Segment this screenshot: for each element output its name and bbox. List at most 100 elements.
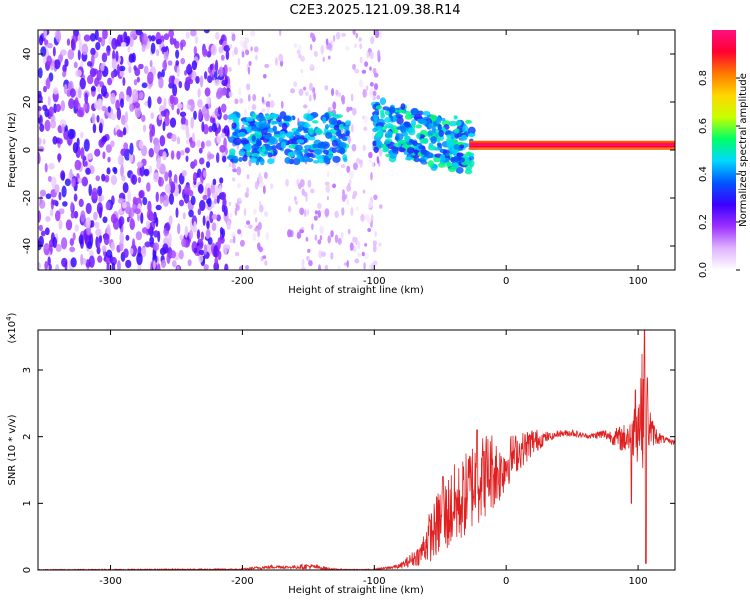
spectrogram-cell — [202, 170, 207, 178]
spectrogram-cell — [168, 75, 174, 86]
spectrogram-cell — [102, 135, 108, 143]
spectrogram-cell — [200, 231, 205, 241]
spectrogram-cell — [233, 46, 238, 56]
spectrogram-cell — [232, 131, 237, 136]
spectrogram-cell — [352, 63, 356, 71]
spectrogram-cell — [267, 158, 275, 165]
spectrogram-cell — [198, 108, 203, 120]
spectrogram-cell — [344, 46, 350, 51]
spectrogram-cell — [199, 199, 206, 212]
spectrogram-cell — [347, 228, 351, 235]
spectrogram-cell — [376, 130, 384, 138]
spectrogram-cell — [280, 141, 287, 149]
spectrogram-cell — [101, 173, 106, 182]
spectrogram-cell — [220, 54, 225, 61]
spectrogram-cell — [363, 115, 369, 124]
colorbar-tick-label: 0.0 — [698, 262, 709, 278]
spectrogram-cell — [77, 49, 81, 61]
signal-band-stripe — [469, 144, 675, 147]
spectrogram-cell — [189, 140, 196, 149]
spectrogram-cell — [86, 153, 93, 160]
spectrogram-cell — [128, 65, 132, 74]
spectrogram-cell — [95, 41, 101, 51]
spectrogram-cell — [369, 51, 374, 60]
spectrogram-cell — [357, 252, 362, 258]
spectrogram-cell — [317, 202, 322, 210]
spectrogram-cell — [115, 50, 119, 62]
spectrogram-cell — [251, 104, 257, 111]
spectrogram-cell — [39, 195, 43, 205]
spectrogram-cell — [220, 103, 227, 113]
spectrogram-cell — [317, 142, 326, 149]
spectrogram-cell — [90, 47, 96, 56]
snr-xlabel: Height of straight line (km) — [288, 585, 424, 596]
spectrogram-cell — [379, 30, 383, 40]
spectrogram-cell — [207, 75, 213, 84]
spectrogram-cell — [292, 131, 300, 136]
spectrogram-cell — [118, 216, 125, 226]
spectrogram-cell — [301, 155, 309, 163]
spectrogram-cell — [159, 163, 166, 175]
spectrogram-cell — [232, 235, 236, 244]
spectrogram-cell — [239, 239, 245, 247]
spectrogram-cell — [111, 37, 118, 50]
spectrogram-cell — [140, 247, 147, 258]
spectrogram-cell — [441, 120, 451, 126]
spectrogram-cell — [91, 113, 96, 124]
spectrogram-cell — [162, 121, 166, 132]
spectrogram-cell — [191, 132, 196, 142]
spectrogram-cell — [346, 165, 351, 173]
spectrogram-cell — [94, 148, 101, 157]
spectrogram-cell — [63, 83, 68, 95]
spectrogram-cell — [312, 120, 319, 124]
spectrogram-cell — [279, 30, 282, 36]
spectrogram-cell — [193, 159, 198, 167]
spectrogram-cell — [372, 96, 376, 101]
spectrogram-cell — [300, 55, 305, 62]
spectrogram-cell — [464, 168, 473, 175]
spectrogram-cell — [167, 60, 173, 66]
spectrogram-cell — [74, 159, 82, 171]
spectrogram-cell — [234, 251, 240, 257]
spectrogram-cell — [139, 165, 145, 177]
spectrogram-cell — [141, 82, 148, 89]
spectrogram-cell — [404, 110, 411, 115]
spectrogram-cell — [216, 214, 221, 222]
spectrogram-cell — [181, 238, 187, 248]
spectrogram-cell — [58, 219, 63, 230]
spectrogram-cell — [215, 152, 220, 164]
spectrogram-cell — [45, 216, 51, 222]
spectrogram-cell — [212, 178, 217, 186]
spectrogram-cell — [202, 48, 208, 57]
spectrogram-cell — [296, 139, 305, 144]
spectrogram-cell — [47, 256, 51, 266]
spectrogram-cell — [151, 124, 156, 137]
spectrogram-cell — [176, 150, 181, 160]
spectrogram-cell — [385, 131, 393, 138]
spectrogram-cell — [204, 112, 210, 122]
spectrogram-cell — [267, 152, 273, 158]
spectrogram-cell — [136, 252, 143, 266]
spectrogram-cell — [341, 99, 345, 105]
spectrogram-cell — [176, 136, 181, 145]
spectrogram-cell — [70, 38, 76, 51]
spectrogram-cell — [394, 136, 399, 141]
spectrogram-cell — [392, 115, 397, 123]
spectrogram-cell — [125, 35, 131, 44]
snr-background — [38, 330, 675, 570]
spectrogram-cell — [348, 136, 351, 144]
spectrogram-cell — [60, 170, 66, 181]
spectrogram-cell — [207, 236, 213, 245]
spectrogram-cell — [155, 191, 159, 203]
spectrogram-cell — [88, 183, 92, 197]
spectrogram-cell — [51, 199, 58, 206]
spectrogram-cell — [250, 46, 253, 52]
spectrogram-cell — [296, 232, 302, 239]
spectrogram-cell — [142, 124, 147, 133]
spectrogram-cell — [229, 238, 234, 244]
spectrogram-cell — [441, 117, 446, 122]
spectrogram-cell — [323, 155, 330, 163]
spectrogram-cell — [138, 91, 144, 100]
spectrogram-cell — [110, 92, 116, 105]
